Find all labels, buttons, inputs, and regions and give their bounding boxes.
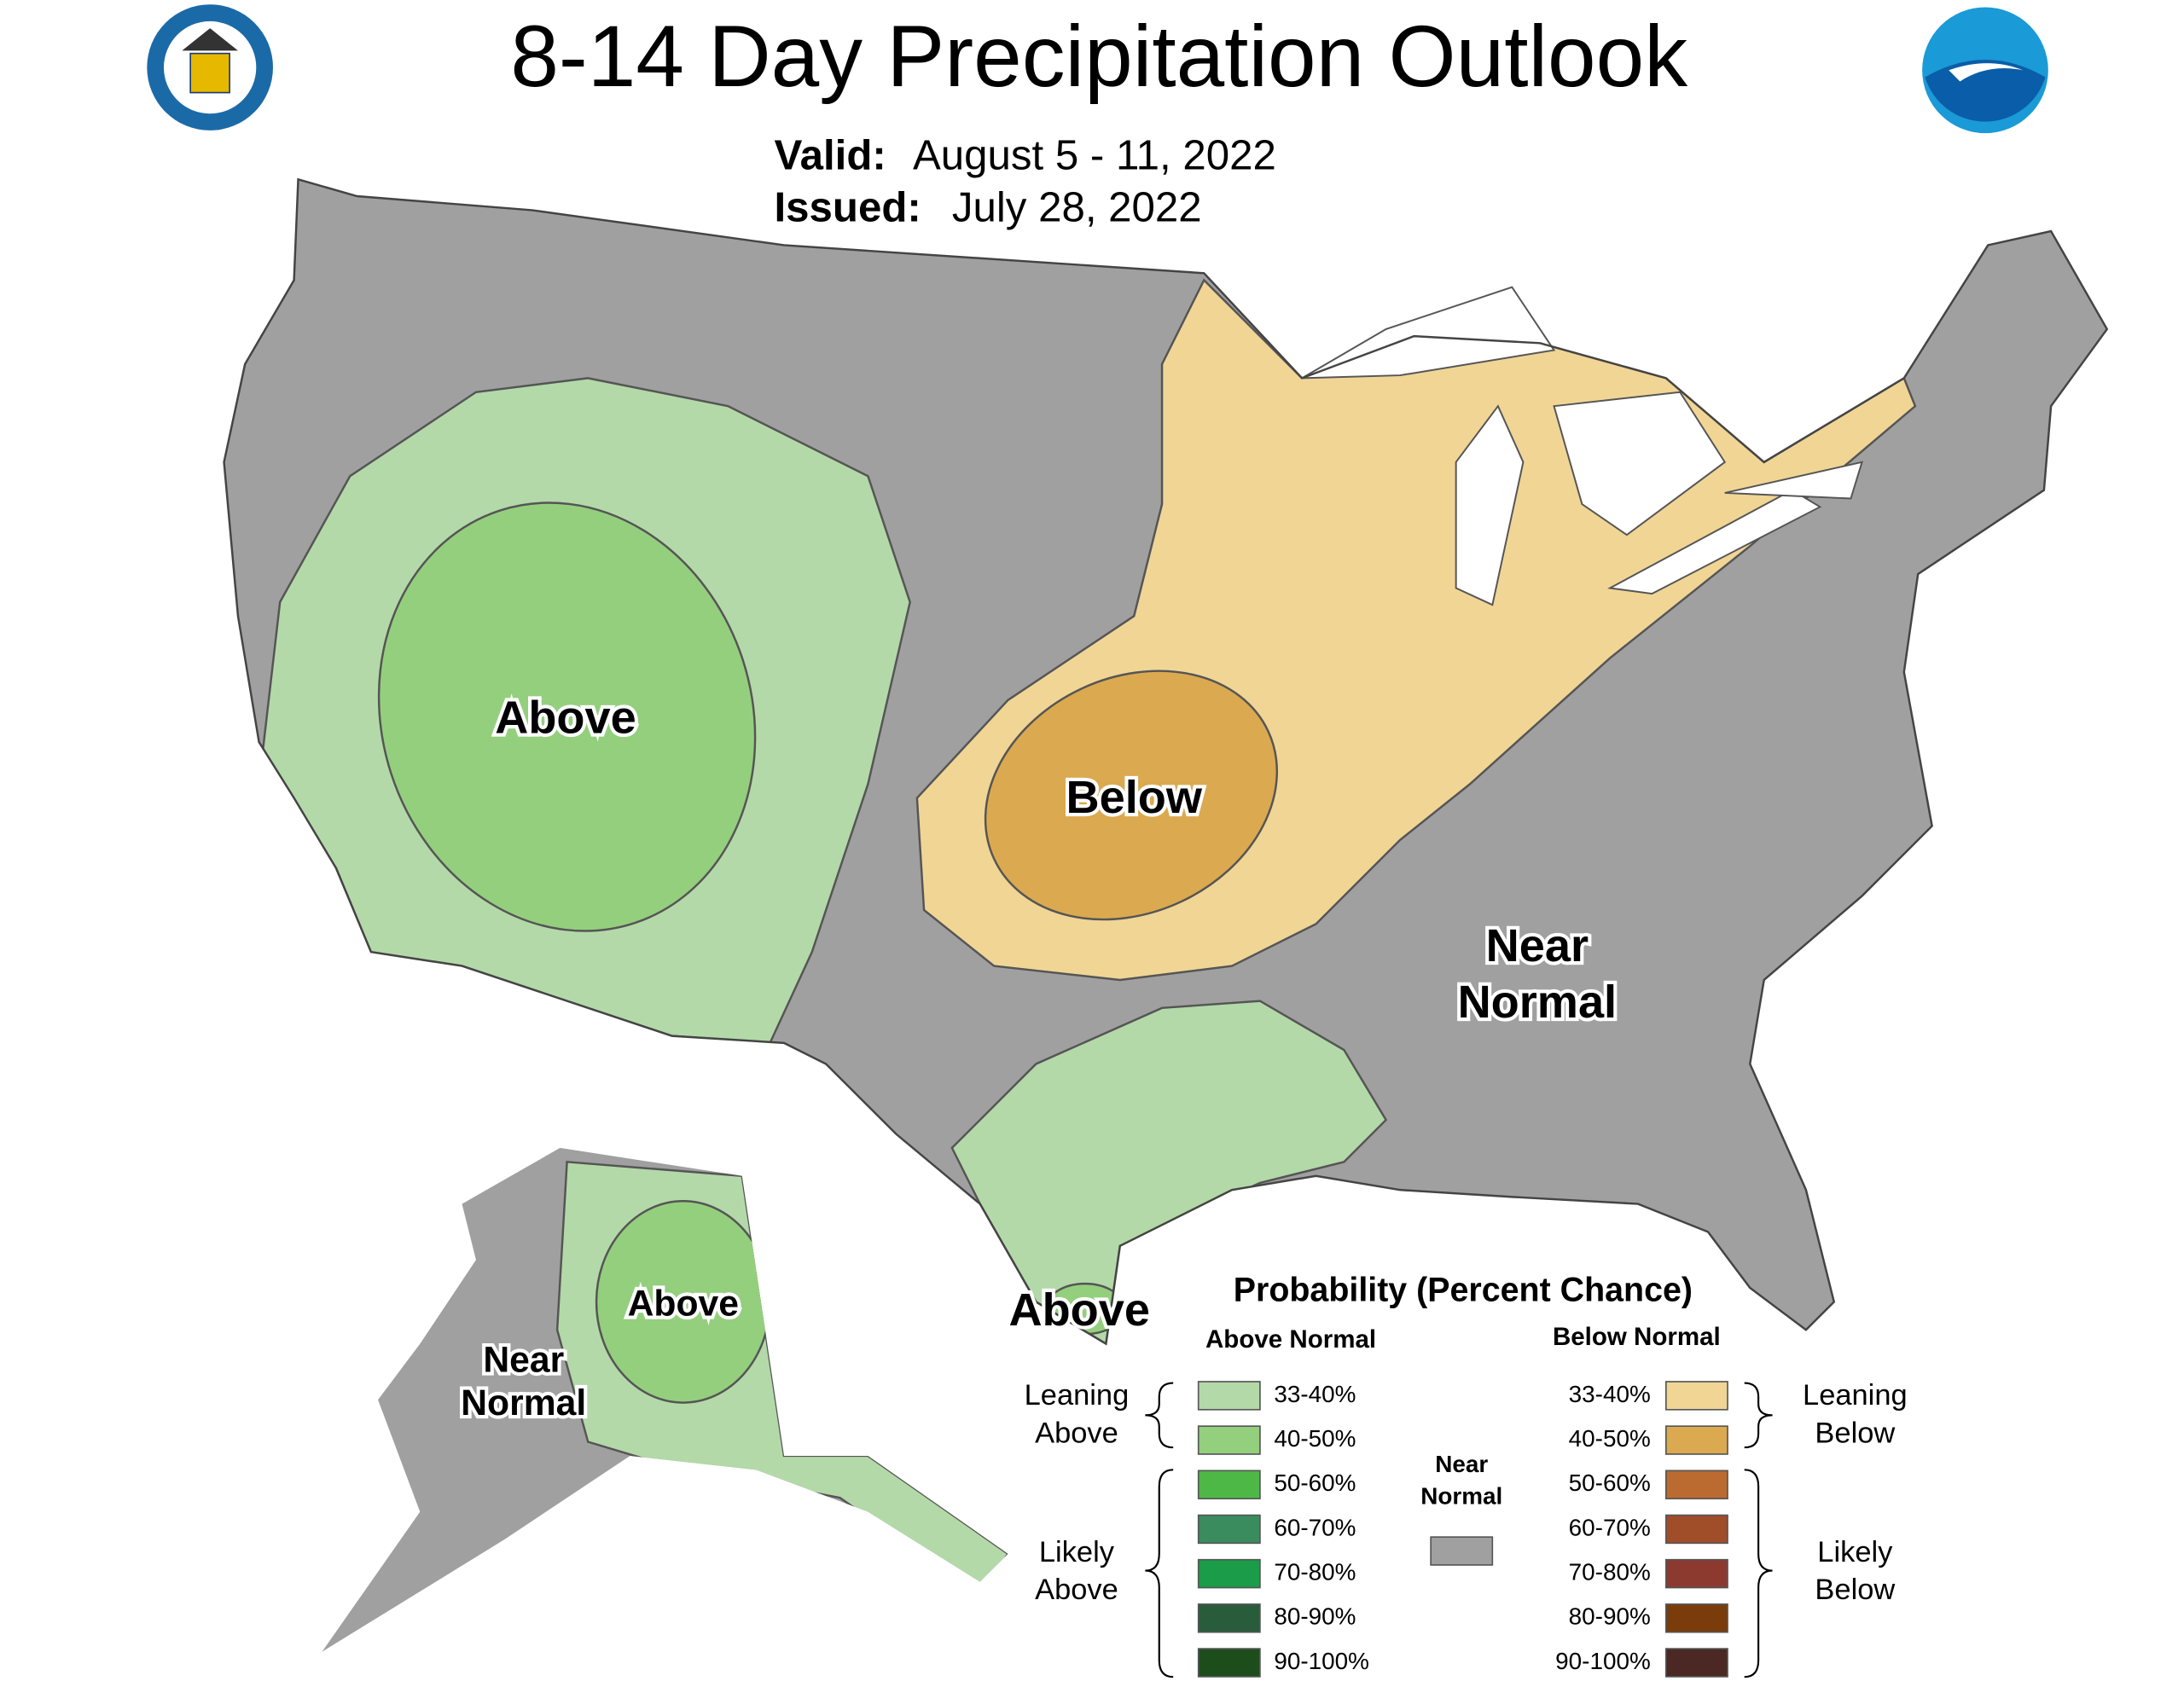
legend: Probability (Percent Chance) Above Norma… xyxy=(1025,1271,1908,1678)
above-40-50-west xyxy=(377,501,757,932)
legend-swatch xyxy=(1665,1470,1728,1499)
valid-label: Valid: xyxy=(774,132,886,179)
legend-label: 60-70% xyxy=(1569,1514,1651,1540)
legend-label: 80-90% xyxy=(1569,1603,1651,1630)
map-label: Above xyxy=(495,693,636,744)
map-label: Above xyxy=(1008,1284,1149,1336)
legend-near-normal: Normal xyxy=(1420,1483,1502,1510)
map-label: Near xyxy=(483,1339,564,1380)
legend-label: 33-40% xyxy=(1569,1381,1651,1407)
valid-date: August 5 - 11, 2022 xyxy=(913,132,1276,179)
map-label: Near xyxy=(1486,920,1589,971)
legend-label: 50-60% xyxy=(1569,1470,1651,1496)
below-40-50 xyxy=(984,670,1279,921)
legend-swatch xyxy=(1197,1648,1261,1678)
noaa-logo xyxy=(1922,7,2048,134)
legend-label: 40-50% xyxy=(1274,1425,1356,1452)
legend-swatch xyxy=(1665,1648,1728,1678)
legend-near-normal: Near xyxy=(1435,1451,1488,1477)
legend-swatch xyxy=(1197,1470,1261,1499)
legend-swatch xyxy=(1665,1381,1728,1411)
legend-label: 60-70% xyxy=(1274,1514,1356,1540)
conus-outline xyxy=(223,177,2109,1346)
legend-group: Above xyxy=(1035,1417,1118,1449)
legend-swatch xyxy=(1665,1558,1728,1589)
legend-group: Below xyxy=(1815,1574,1895,1606)
legend-header: Above Normal xyxy=(1205,1325,1376,1354)
legend-group: Likely xyxy=(1817,1536,1893,1568)
legend-label: 90-100% xyxy=(1555,1648,1651,1674)
legend-swatch xyxy=(1197,1381,1261,1411)
legend-label: 80-90% xyxy=(1274,1603,1356,1630)
conus xyxy=(223,177,2109,1346)
legend-group: Likely xyxy=(1039,1536,1115,1568)
legend-label: 33-40% xyxy=(1274,1381,1356,1407)
issued-date: July 28, 2022 xyxy=(952,183,1202,230)
legend-swatch xyxy=(1665,1425,1728,1455)
legend-swatch xyxy=(1430,1536,1494,1566)
alaska xyxy=(322,1147,1008,1652)
legend-swatch xyxy=(1665,1514,1728,1545)
legend-swatch xyxy=(1197,1514,1261,1545)
legend-group: Leaning xyxy=(1025,1379,1130,1412)
legend-group: Leaning xyxy=(1803,1379,1908,1412)
legend-label: 70-80% xyxy=(1274,1558,1356,1585)
map-label: Normal xyxy=(461,1383,586,1423)
legend-swatch xyxy=(1665,1603,1728,1633)
legend-header: Below Normal xyxy=(1553,1323,1721,1351)
map-label: Normal xyxy=(1458,977,1618,1028)
legend-swatch xyxy=(1197,1558,1261,1589)
title: 8-14 Day Precipitation Outlook xyxy=(510,8,1688,105)
legend-label: 50-60% xyxy=(1274,1470,1356,1496)
legend-group: Above xyxy=(1035,1574,1118,1606)
legend-swatch xyxy=(1197,1425,1261,1455)
issued-label: Issued: xyxy=(774,183,921,230)
legend-swatch xyxy=(1197,1603,1261,1633)
map-label: Above xyxy=(628,1284,739,1325)
legend-label: 40-50% xyxy=(1569,1425,1651,1452)
commerce-seal xyxy=(147,4,273,130)
legend-group: Below xyxy=(1815,1417,1895,1449)
legend-title: Probability (Percent Chance) xyxy=(1234,1271,1693,1308)
legend-label: 70-80% xyxy=(1569,1558,1651,1585)
map-label: Below xyxy=(1066,772,1203,823)
legend-label: 90-100% xyxy=(1274,1648,1369,1674)
